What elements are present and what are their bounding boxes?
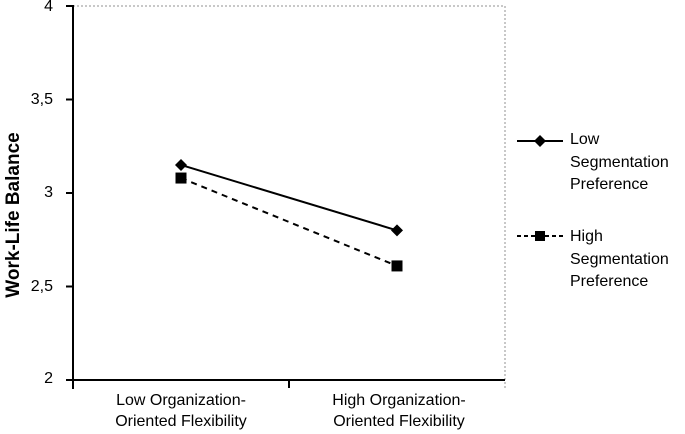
y-tick-label-3: 3 (44, 184, 53, 201)
series-line-0 (180, 163, 398, 232)
y-tick-label-4: 4 (44, 0, 53, 15)
x-category-label-low: Low Organization-Oriented Flexibility (115, 392, 247, 430)
y-tick-label-2: 2 (44, 370, 53, 387)
series-0-marker-1 (391, 224, 403, 237)
series-line-1 (180, 177, 398, 267)
series-0-marker-0 (175, 158, 187, 171)
y-tick-label-3-5: 3,5 (30, 90, 53, 108)
y-tick-label-2-5: 2,5 (30, 277, 53, 295)
series-1-marker-1 (391, 260, 403, 272)
series-1-marker-0 (175, 172, 187, 184)
x-category-label-high: High Organization-Oriented Flexibility (332, 392, 466, 430)
